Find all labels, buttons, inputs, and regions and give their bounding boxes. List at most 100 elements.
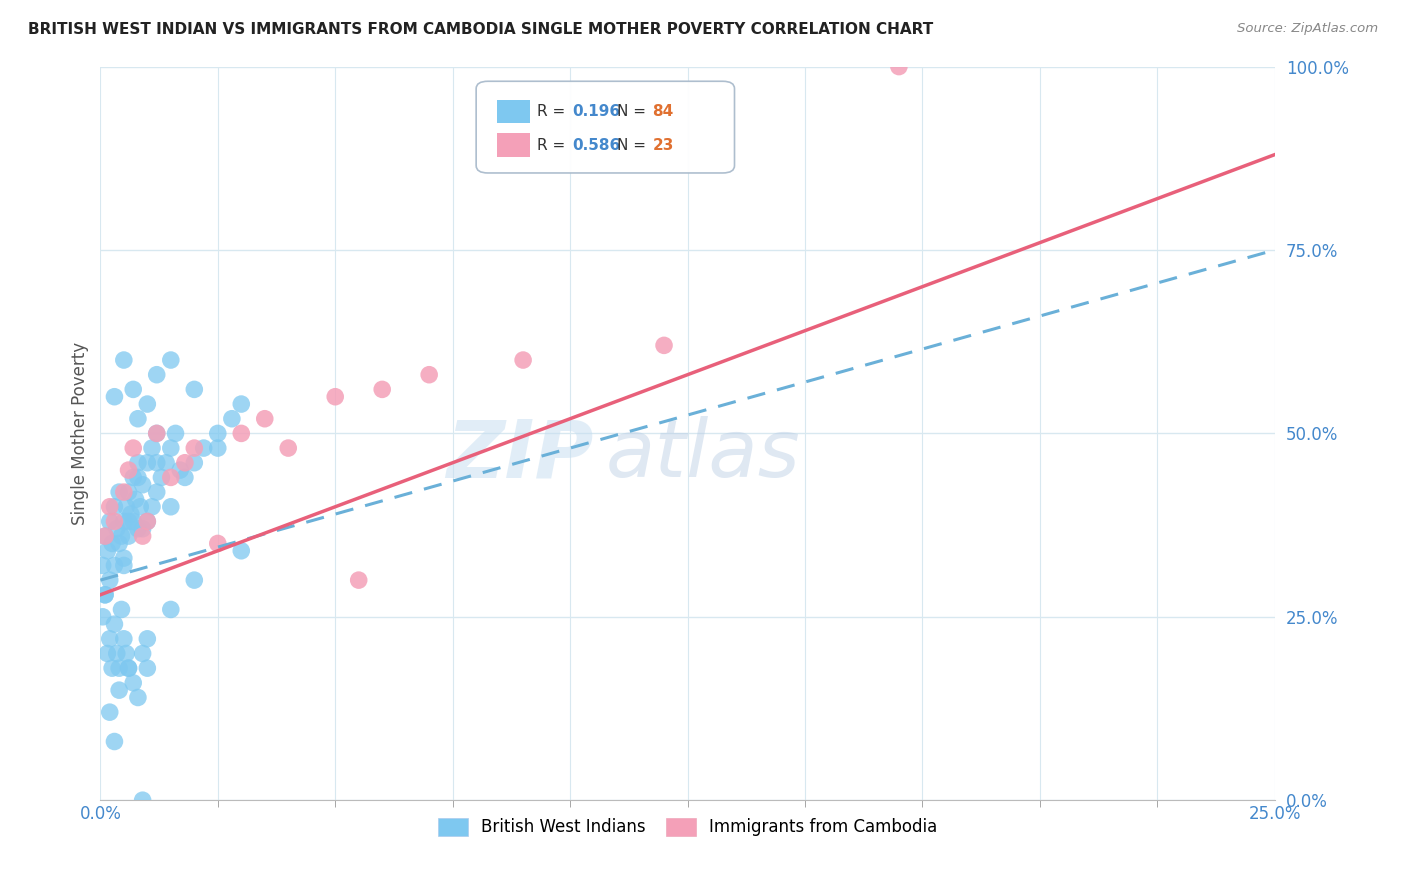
Immigrants from Cambodia	[371, 383, 394, 397]
FancyBboxPatch shape	[477, 81, 734, 173]
British West Indians	[117, 529, 139, 543]
British West Indians	[112, 353, 135, 368]
British West Indians	[98, 705, 121, 719]
Immigrants from Cambodia	[277, 441, 299, 455]
Immigrants from Cambodia	[231, 426, 253, 441]
British West Indians	[96, 543, 118, 558]
British West Indians	[145, 485, 167, 500]
British West Indians	[159, 441, 181, 455]
Immigrants from Cambodia	[207, 536, 229, 550]
British West Indians	[165, 426, 187, 441]
Text: ZIP: ZIP	[446, 417, 593, 494]
Immigrants from Cambodia	[253, 411, 276, 425]
Immigrants from Cambodia	[512, 353, 534, 368]
British West Indians	[98, 573, 121, 587]
British West Indians	[117, 661, 139, 675]
Immigrants from Cambodia	[94, 529, 117, 543]
British West Indians	[174, 470, 197, 484]
British West Indians	[122, 383, 145, 397]
British West Indians	[136, 661, 159, 675]
Legend: British West Indians, Immigrants from Cambodia: British West Indians, Immigrants from Ca…	[429, 809, 946, 845]
Bar	[498, 134, 530, 157]
British West Indians	[145, 426, 167, 441]
Text: Source: ZipAtlas.com: Source: ZipAtlas.com	[1237, 22, 1378, 36]
Text: 0.586: 0.586	[572, 137, 620, 153]
British West Indians	[112, 551, 135, 566]
Immigrants from Cambodia	[103, 515, 125, 529]
British West Indians	[141, 500, 163, 514]
British West Indians	[193, 441, 215, 455]
British West Indians	[183, 383, 205, 397]
British West Indians	[169, 463, 191, 477]
British West Indians	[110, 529, 132, 543]
Immigrants from Cambodia	[347, 573, 370, 587]
British West Indians	[122, 470, 145, 484]
Text: 23: 23	[652, 137, 673, 153]
British West Indians	[96, 647, 118, 661]
British West Indians	[108, 536, 131, 550]
British West Indians	[131, 647, 153, 661]
British West Indians	[127, 411, 149, 425]
British West Indians	[145, 456, 167, 470]
British West Indians	[103, 500, 125, 514]
British West Indians	[141, 441, 163, 455]
British West Indians	[108, 683, 131, 698]
British West Indians	[94, 529, 117, 543]
Text: R =: R =	[537, 137, 565, 153]
British West Indians	[108, 485, 131, 500]
British West Indians	[136, 397, 159, 411]
British West Indians	[127, 522, 149, 536]
Immigrants from Cambodia	[122, 441, 145, 455]
British West Indians	[115, 500, 138, 514]
British West Indians	[108, 661, 131, 675]
British West Indians	[120, 507, 142, 521]
British West Indians	[131, 522, 153, 536]
British West Indians	[127, 690, 149, 705]
British West Indians	[129, 500, 152, 514]
Y-axis label: Single Mother Poverty: Single Mother Poverty	[72, 342, 89, 525]
British West Indians	[231, 397, 253, 411]
British West Indians	[183, 573, 205, 587]
British West Indians	[231, 543, 253, 558]
British West Indians	[159, 602, 181, 616]
British West Indians	[117, 485, 139, 500]
British West Indians	[103, 558, 125, 573]
British West Indians	[105, 647, 128, 661]
British West Indians	[207, 441, 229, 455]
Bar	[498, 100, 530, 123]
Immigrants from Cambodia	[887, 60, 910, 74]
British West Indians	[91, 558, 114, 573]
British West Indians	[112, 632, 135, 646]
British West Indians	[150, 470, 173, 484]
Text: N =: N =	[617, 103, 647, 119]
Immigrants from Cambodia	[117, 463, 139, 477]
British West Indians	[131, 793, 153, 807]
British West Indians	[159, 500, 181, 514]
British West Indians	[221, 411, 243, 425]
British West Indians	[94, 588, 117, 602]
British West Indians	[155, 456, 177, 470]
British West Indians	[124, 492, 146, 507]
British West Indians	[112, 515, 135, 529]
British West Indians	[103, 734, 125, 748]
British West Indians	[136, 632, 159, 646]
Text: atlas: atlas	[606, 417, 800, 494]
British West Indians	[105, 522, 128, 536]
British West Indians	[94, 588, 117, 602]
Immigrants from Cambodia	[418, 368, 440, 382]
British West Indians	[101, 661, 124, 675]
British West Indians	[103, 617, 125, 632]
Immigrants from Cambodia	[174, 456, 197, 470]
Immigrants from Cambodia	[112, 485, 135, 500]
British West Indians	[91, 609, 114, 624]
British West Indians	[131, 477, 153, 491]
British West Indians	[136, 515, 159, 529]
British West Indians	[183, 456, 205, 470]
British West Indians	[110, 602, 132, 616]
British West Indians	[127, 456, 149, 470]
British West Indians	[112, 558, 135, 573]
Immigrants from Cambodia	[98, 500, 121, 514]
Immigrants from Cambodia	[159, 470, 181, 484]
Immigrants from Cambodia	[652, 338, 675, 352]
Text: 0.196: 0.196	[572, 103, 620, 119]
